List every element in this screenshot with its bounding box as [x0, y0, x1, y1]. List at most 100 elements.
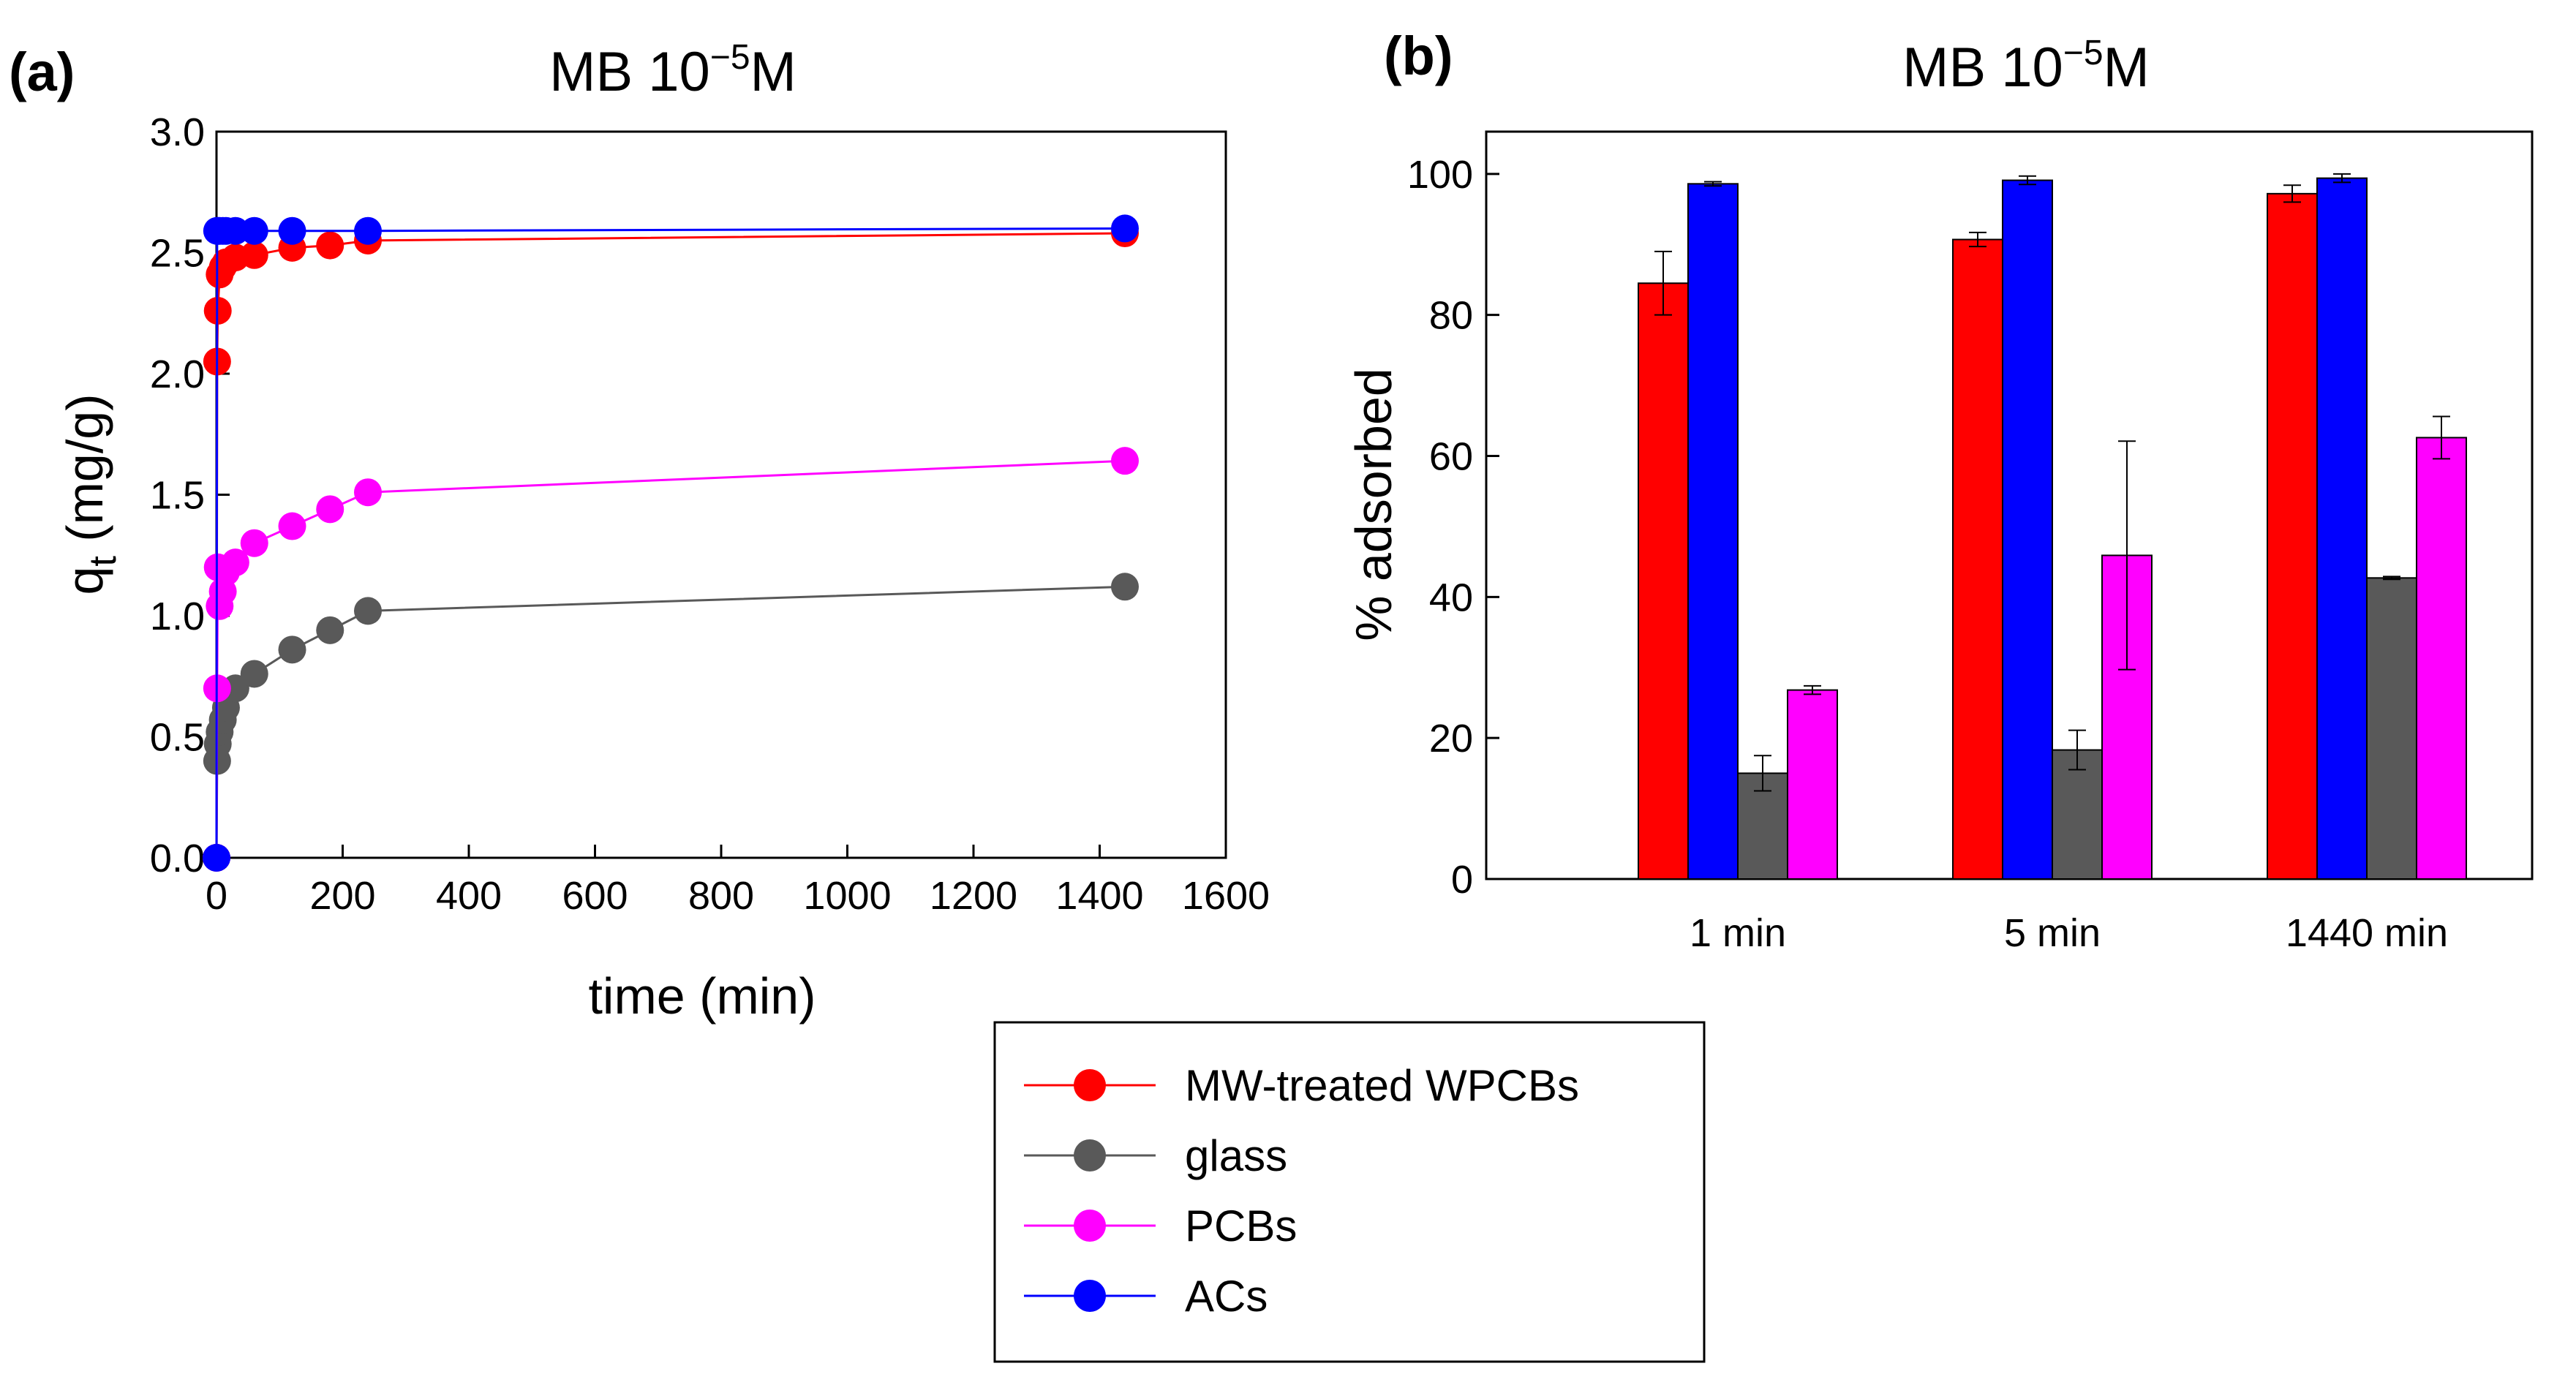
- x-tick-label: 1000: [803, 874, 891, 918]
- error-bar: [1969, 231, 1986, 248]
- y-tick-label: 60: [1429, 435, 1473, 479]
- panel-a-series: [203, 214, 1139, 872]
- legend-label: ACs: [1185, 1272, 1268, 1321]
- error-bar: [1804, 684, 1821, 695]
- data-point: [1111, 447, 1139, 475]
- data-point: [316, 231, 344, 260]
- x-tick-label: 200: [309, 874, 375, 918]
- y-tick-label: 0.5: [150, 716, 205, 760]
- x-tick-label: 1600: [1182, 874, 1270, 918]
- data-point: [278, 635, 306, 664]
- panel-b-y-axis-label: % adsorbed: [1345, 368, 1402, 641]
- legend-item-glass: glass: [1024, 1131, 1287, 1180]
- y-tick-label: 2.0: [150, 352, 205, 396]
- series-glass: [203, 573, 1139, 872]
- error-bar: [2383, 576, 2400, 581]
- error-bar: [1654, 250, 1672, 316]
- legend-label: MW-treated WPCBs: [1185, 1061, 1579, 1110]
- bar-acs: [1687, 183, 1739, 880]
- error-bar: [2433, 415, 2450, 460]
- y-tick-label: 0.0: [150, 837, 205, 880]
- data-point: [240, 241, 268, 269]
- x-tick-label: 0: [206, 874, 227, 918]
- legend-marker: [1074, 1280, 1106, 1312]
- x-category-label: 5 min: [2004, 911, 2101, 955]
- y-tick-label: 2.5: [150, 232, 205, 276]
- panel-b-bar: (b) MB 10−5M 0 20 40 60 80 100 1 min 5 min 1440…: [1345, 26, 2534, 955]
- panel-a-label: (a): [9, 42, 75, 102]
- series-mw-treated-wpcbs: [203, 219, 1139, 872]
- series-line: [215, 232, 1126, 859]
- data-point: [278, 216, 306, 245]
- data-point: [1111, 573, 1139, 601]
- panel-a-x-axis-label: time (min): [588, 967, 816, 1025]
- data-point: [1111, 214, 1139, 243]
- panel-b-bars: [1638, 173, 2467, 880]
- data-point: [354, 478, 382, 507]
- panel-b-title: MB 10−5M: [1902, 34, 2150, 99]
- y-tick-label: 3.0: [150, 110, 205, 154]
- legend-box: [993, 1021, 1706, 1363]
- series-acs: [203, 214, 1139, 872]
- x-tick-label: 400: [436, 874, 502, 918]
- bar-glass: [2052, 749, 2103, 880]
- y-tick-label: 1.5: [150, 474, 205, 518]
- bar-mw-treated-wpcbs: [1952, 238, 2003, 880]
- data-point: [240, 529, 268, 557]
- data-point: [221, 548, 249, 577]
- bar-pcbs: [2416, 437, 2467, 880]
- data-point: [203, 844, 230, 872]
- data-point: [240, 660, 268, 688]
- panel-b-x-axis: 1 min 5 min 1440 min: [1690, 911, 2448, 955]
- legend: MW-treated WPCBs glass PCBs ACs: [993, 1021, 1706, 1363]
- legend-label: PCBs: [1185, 1201, 1297, 1250]
- error-bar: [2283, 184, 2301, 203]
- error-bar: [2019, 175, 2036, 186]
- panel-b-label: (b): [1384, 26, 1453, 86]
- bar-acs: [2002, 179, 2053, 880]
- y-tick-label: 1.0: [150, 595, 205, 638]
- y-tick-label: 20: [1429, 717, 1473, 761]
- data-point: [354, 597, 382, 625]
- y-tick-label: 100: [1407, 153, 1473, 197]
- error-bar: [2333, 173, 2351, 184]
- series-line: [215, 459, 1126, 859]
- data-point: [316, 495, 344, 524]
- x-tick-label: 600: [562, 874, 628, 918]
- error-bar: [1704, 181, 1722, 187]
- bar-group-1-min: [1638, 181, 1838, 880]
- bar-mw-treated-wpcbs: [1638, 282, 1689, 880]
- bar-group-1440-min: [2267, 173, 2467, 880]
- panel-a-scatter: (a) MB 10−5M 0.0 0.5 1.0 1.5 2.0 2.5 3.0 0 200 4…: [9, 38, 1270, 1025]
- error-bar: [1754, 755, 1771, 792]
- x-category-label: 1440 min: [2286, 911, 2448, 955]
- panel-a-y-axis-label: qt (mg/g): [56, 393, 124, 595]
- bar-group-5-min: [1952, 175, 2153, 880]
- data-point: [354, 216, 382, 245]
- series-line: [215, 585, 1126, 859]
- data-point: [240, 216, 268, 245]
- panel-a-x-axis: 0 200 400 600 800 1000 1200 1400 1600: [206, 845, 1270, 918]
- legend-item-acs: ACs: [1024, 1272, 1268, 1321]
- x-tick-label: 1400: [1055, 874, 1143, 918]
- legend-marker: [1074, 1069, 1106, 1101]
- y-tick-label: 40: [1429, 576, 1473, 619]
- x-tick-label: 800: [688, 874, 754, 918]
- bar-glass: [2366, 577, 2417, 880]
- legend-label: glass: [1185, 1131, 1287, 1180]
- panel-b-y-axis: 0 20 40 60 80 100: [1407, 153, 1499, 902]
- y-tick-label: 0: [1451, 858, 1473, 902]
- x-tick-label: 1200: [930, 874, 1017, 918]
- data-point: [316, 616, 344, 644]
- legend-item-pcbs: PCBs: [1024, 1201, 1297, 1250]
- series-pcbs: [203, 447, 1139, 872]
- panel-a-title: MB 10−5M: [549, 38, 796, 103]
- legend-marker: [1074, 1139, 1106, 1172]
- bar-mw-treated-wpcbs: [2267, 192, 2318, 880]
- error-bar: [2118, 440, 2136, 671]
- error-bar: [2068, 729, 2086, 771]
- legend-marker: [1074, 1210, 1106, 1242]
- bar-acs: [2316, 177, 2368, 880]
- y-tick-label: 80: [1429, 294, 1473, 338]
- bar-pcbs: [1787, 689, 1838, 880]
